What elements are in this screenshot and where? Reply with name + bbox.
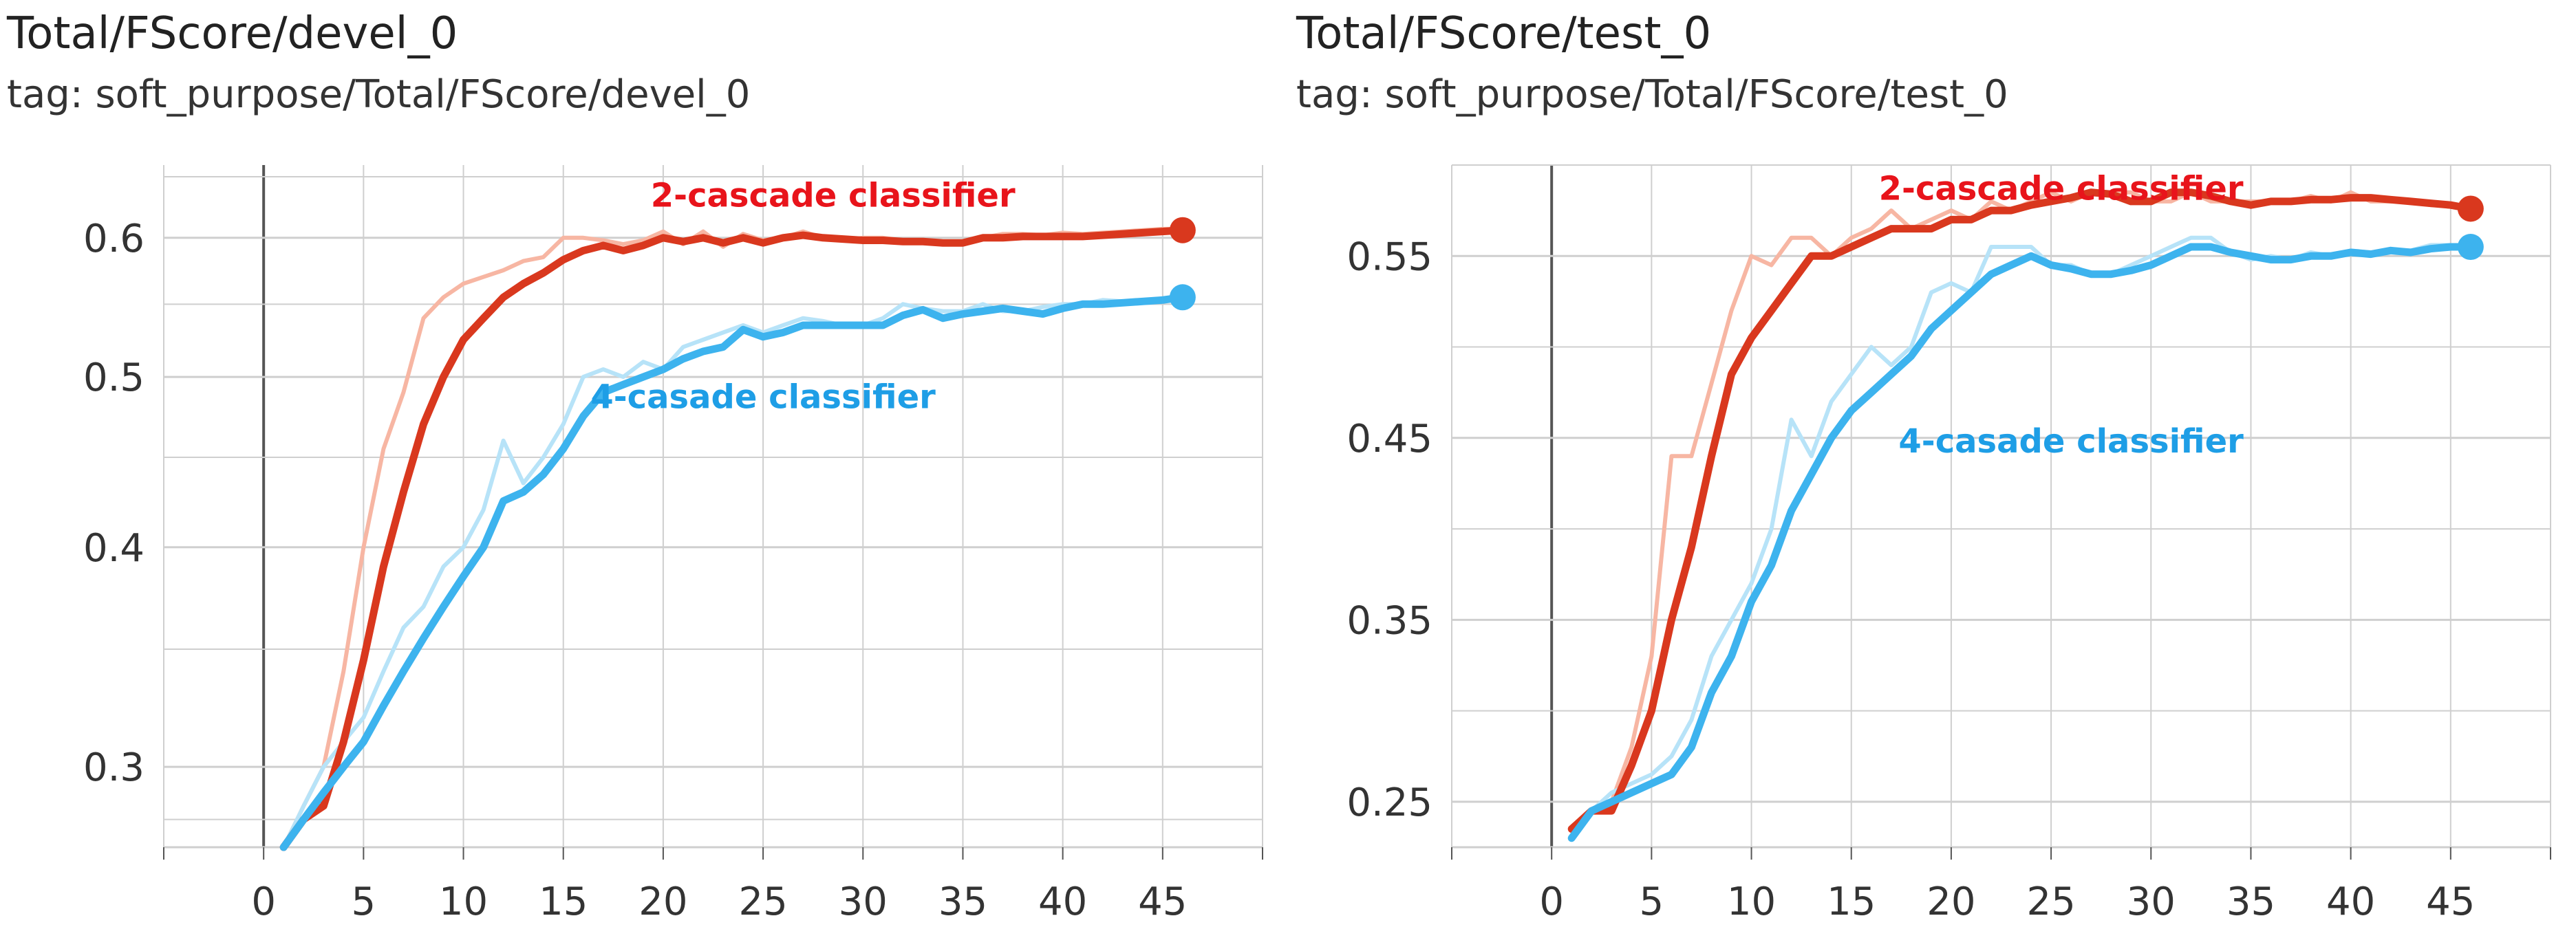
- series-raw-line: [1570, 190, 2471, 831]
- x-tick-label: 40: [2326, 880, 2375, 924]
- y-tick-label: 0.35: [1346, 598, 1432, 643]
- x-tick-label: 25: [2026, 880, 2075, 924]
- x-tick-label: 25: [738, 880, 787, 924]
- y-tick-label: 0.5: [83, 356, 144, 400]
- grid: [1451, 164, 2551, 860]
- y-tick-label: 0.55: [1346, 235, 1432, 279]
- series-endpoint: [2457, 195, 2484, 222]
- series-endpoint: [1169, 284, 1196, 311]
- series-endpoint: [1169, 217, 1196, 243]
- y-tick-label: 0.6: [83, 217, 144, 261]
- x-tick-label: 35: [2226, 880, 2275, 924]
- chart-tag: tag: soft_purpose/Total/FScore/test_0: [1296, 72, 2008, 117]
- x-tick-label: 5: [1640, 880, 1664, 924]
- series-line: [1567, 243, 2475, 842]
- chart-devel: 0 5 10 15 20 25 30 35 40 45 0.3 0.4 0.5 0.6 2-cascade …: [83, 165, 1263, 924]
- series-annotation: 4-casade classifier: [590, 378, 936, 416]
- x-tick-label: 15: [539, 880, 588, 924]
- series-line: [1567, 188, 2475, 833]
- x-tick-label: 10: [1727, 880, 1776, 924]
- chart-panel-devel: Total/FScore/devel_0 tag: soft_purpose/T…: [7, 8, 1263, 924]
- x-tick-label: 30: [839, 880, 888, 924]
- y-tick-label: 0.45: [1346, 417, 1432, 461]
- series-annotation: 2-cascade classifier: [651, 176, 1016, 215]
- x-tick-label: 20: [1926, 880, 1975, 924]
- x-tick-label: 45: [2426, 880, 2475, 924]
- x-tick-label: 45: [1138, 880, 1187, 924]
- x-tick-label: 30: [2127, 880, 2176, 924]
- chart-title: Total/FScore/devel_0: [7, 8, 458, 59]
- chart-panel-test: Total/FScore/test_0 tag: soft_purpose/To…: [1288, 0, 2576, 927]
- chart-title: Total/FScore/test_0: [1296, 8, 1712, 59]
- x-tick-label: 35: [938, 880, 987, 924]
- x-tick-label: 10: [439, 880, 488, 924]
- series-line: [279, 293, 1187, 851]
- series-raw-line: [1569, 235, 2471, 840]
- series-annotation: 4-casade classifier: [1898, 422, 2244, 461]
- x-tick-label: 0: [1539, 880, 1564, 924]
- series-raw-line: [281, 226, 1183, 849]
- y-tick-label: 0.4: [83, 526, 144, 571]
- x-tick-label: 20: [638, 880, 687, 924]
- chart-tag: tag: soft_purpose/Total/FScore/devel_0: [7, 72, 751, 117]
- x-tick-label: 40: [1038, 880, 1087, 924]
- y-tick-label: 0.3: [83, 745, 144, 790]
- series-annotation: 2-cascade classifier: [1879, 169, 2244, 208]
- x-tick-label: 5: [352, 880, 376, 924]
- x-tick-label: 15: [1827, 880, 1876, 924]
- chart-test: 0 5 10 15 20 25 30 35 40 45 0.25 0.35 0.45 0.55 2-casc…: [1346, 164, 2551, 924]
- x-tick-label: 0: [251, 880, 276, 924]
- grid: [163, 165, 1263, 860]
- series-line: [279, 226, 1187, 851]
- series-endpoint: [2457, 234, 2484, 261]
- y-tick-label: 0.25: [1346, 781, 1432, 825]
